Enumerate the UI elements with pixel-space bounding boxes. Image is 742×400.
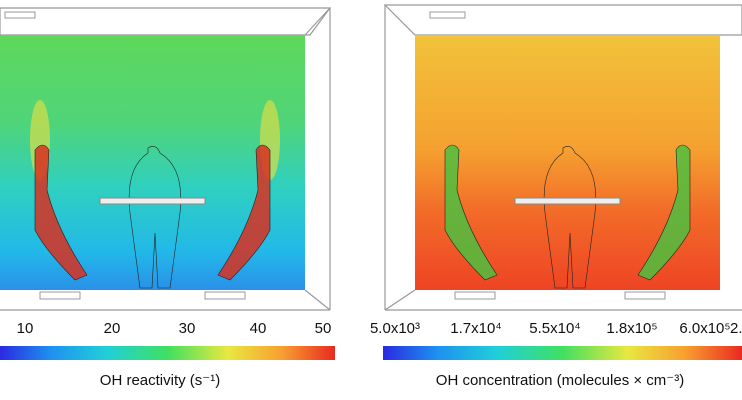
vent	[624, 291, 666, 300]
left-panel	[0, 7, 332, 311]
colorbar-tick-label: 5.0x10³	[370, 320, 420, 337]
person	[34, 144, 88, 281]
colorbar-tick-label: 1.8x10⁵	[606, 320, 657, 337]
colorbar-tick-label: 5.5x10⁴	[529, 320, 580, 337]
colorbar-tick-label: 20	[104, 320, 121, 337]
colorbar-label: OH reactivity (s⁻¹)	[100, 372, 220, 389]
colorbar-label: OH concentration (molecules × cm⁻³)	[436, 372, 684, 389]
vent	[4, 11, 36, 19]
colorbar-tick-label: 2.0	[730, 320, 742, 337]
vent	[204, 291, 246, 300]
table	[514, 197, 621, 205]
room-ceiling	[0, 7, 332, 36]
vent	[429, 11, 466, 19]
right-panel	[383, 4, 742, 311]
colorbar	[383, 346, 742, 360]
person	[543, 146, 597, 289]
colorbar-tick-label: 1.7x10⁴	[450, 320, 501, 337]
colorbar	[0, 346, 335, 360]
person	[217, 144, 271, 281]
room-ceiling	[383, 4, 742, 36]
vent	[454, 291, 496, 300]
room-edge	[384, 289, 416, 311]
colorbar-tick-label: 30	[179, 320, 196, 337]
person	[444, 144, 498, 281]
person	[128, 146, 182, 289]
colorbar-tick-label: 10	[17, 320, 34, 337]
vent	[39, 291, 81, 300]
room-edge	[304, 289, 331, 311]
person	[637, 144, 691, 281]
room-edge	[304, 7, 331, 36]
colorbar-tick-label: 40	[250, 320, 267, 337]
colorbar-tick-label: 6.0x10⁵	[679, 320, 730, 337]
colorbar-tick-label: 50	[315, 320, 332, 337]
table	[99, 197, 206, 205]
